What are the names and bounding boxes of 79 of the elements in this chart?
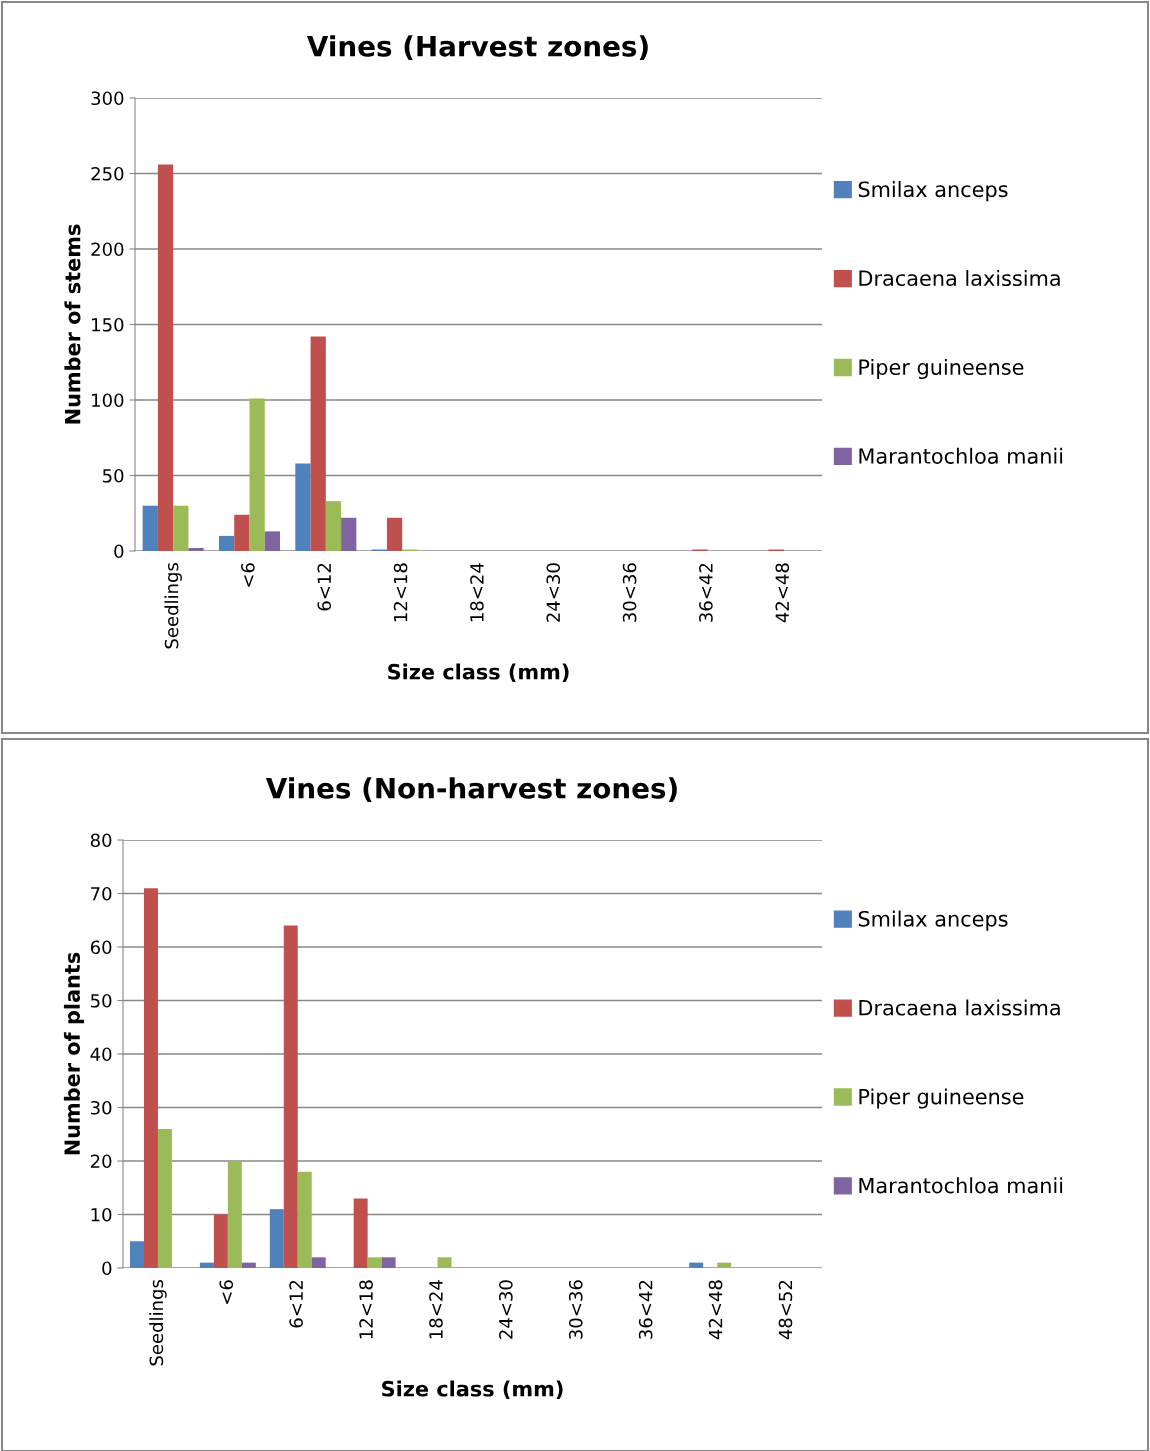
x-tick-label: 48<52 [778, 1280, 793, 1340]
bar [269, 1209, 284, 1268]
x-tick-label: 36<42 [638, 1280, 653, 1339]
x-tick-label: 18<24 [429, 1280, 443, 1339]
y-tick-label: 250 [91, 166, 124, 181]
bar [381, 1257, 396, 1268]
legend-label: Smilax anceps [858, 910, 1008, 931]
bar [249, 398, 265, 551]
y-tick-label: 50 [103, 468, 124, 483]
x-tick-label: 30<36 [568, 1280, 583, 1339]
bar [437, 1257, 452, 1268]
legend-label: Smilax anceps [858, 181, 1008, 202]
y-tick-label: 200 [91, 242, 124, 257]
y-tick-label: 30 [90, 1100, 112, 1115]
y-tick-label: 150 [92, 317, 124, 332]
y-tick-label: 100 [92, 393, 124, 408]
x-tick-label: <6 [241, 563, 255, 587]
x-tick-label: 18<24 [470, 563, 484, 622]
legend-label: Piper guineense [859, 358, 1024, 380]
bar [367, 1257, 382, 1268]
y-tick-label: 0 [102, 1261, 112, 1276]
bar [157, 164, 174, 551]
bar [173, 505, 189, 551]
bar [689, 1262, 704, 1268]
legend-label: Marantochloa manii [859, 1177, 1063, 1194]
legend-label: Piper guineense [859, 1088, 1024, 1109]
x-axis-title: Size class (mm) [382, 1380, 563, 1400]
x-tick-label: 24<30 [499, 1280, 513, 1339]
y-axis-title: Number of stems [64, 224, 81, 424]
x-axis-title: Size class (mm) [388, 663, 569, 683]
legend-label: Marantochloa manii [859, 447, 1063, 464]
bar [297, 1171, 312, 1268]
x-tick-label: 42<48 [775, 563, 790, 623]
y-tick-label: 50 [91, 993, 112, 1008]
bar [341, 517, 357, 551]
bar [717, 1262, 732, 1268]
y-tick-label: 10 [91, 1207, 112, 1222]
y-tick-label: 60 [90, 940, 112, 955]
bar [241, 1262, 256, 1268]
bar [213, 1214, 228, 1268]
bar [283, 925, 298, 1268]
bar [143, 888, 158, 1268]
y-axis-title: Number of plants [63, 952, 85, 1155]
y-tick-label: 300 [91, 91, 124, 106]
bar [325, 501, 342, 551]
bar [310, 336, 326, 551]
x-tick-label: 24<30 [546, 563, 561, 622]
bar [386, 517, 403, 551]
bar [218, 535, 235, 551]
x-tick-label: 42<48 [708, 1280, 723, 1340]
y-tick-label: 40 [90, 1047, 112, 1062]
y-tick-label: 80 [90, 833, 112, 848]
bar [295, 463, 311, 551]
bar [129, 1241, 144, 1268]
y-tick-label: 20 [90, 1154, 112, 1169]
bar [142, 505, 158, 551]
legend-label: Dracaena laxissima [859, 999, 1060, 1016]
x-tick-label: 12<18 [359, 1280, 373, 1339]
x-tick-label: 12<18 [393, 563, 408, 622]
bar [157, 1128, 172, 1268]
chart-title: Vines (Harvest zones) [307, 35, 648, 60]
x-tick-label: 6<12 [289, 1280, 303, 1328]
x-tick-label: 36<42 [699, 563, 713, 622]
y-tick-label: 0 [114, 544, 124, 559]
bar [199, 1262, 214, 1268]
bar [234, 514, 250, 551]
x-tick-label: 6<12 [317, 563, 332, 611]
chart-title: Vines (Non-harvest zones) [265, 777, 677, 802]
x-tick-label: 30<36 [622, 563, 637, 622]
bar [227, 1161, 242, 1268]
bar [353, 1198, 368, 1268]
bar [264, 531, 281, 551]
y-tick-label: 70 [91, 886, 112, 901]
x-tick-label: Seedlings [149, 1280, 167, 1366]
legend-label: Dracaena laxissima [859, 269, 1060, 287]
bar [311, 1257, 326, 1268]
x-tick-label: <6 [219, 1280, 234, 1304]
bar [188, 547, 204, 551]
x-tick-label: Seedlings [164, 563, 182, 649]
